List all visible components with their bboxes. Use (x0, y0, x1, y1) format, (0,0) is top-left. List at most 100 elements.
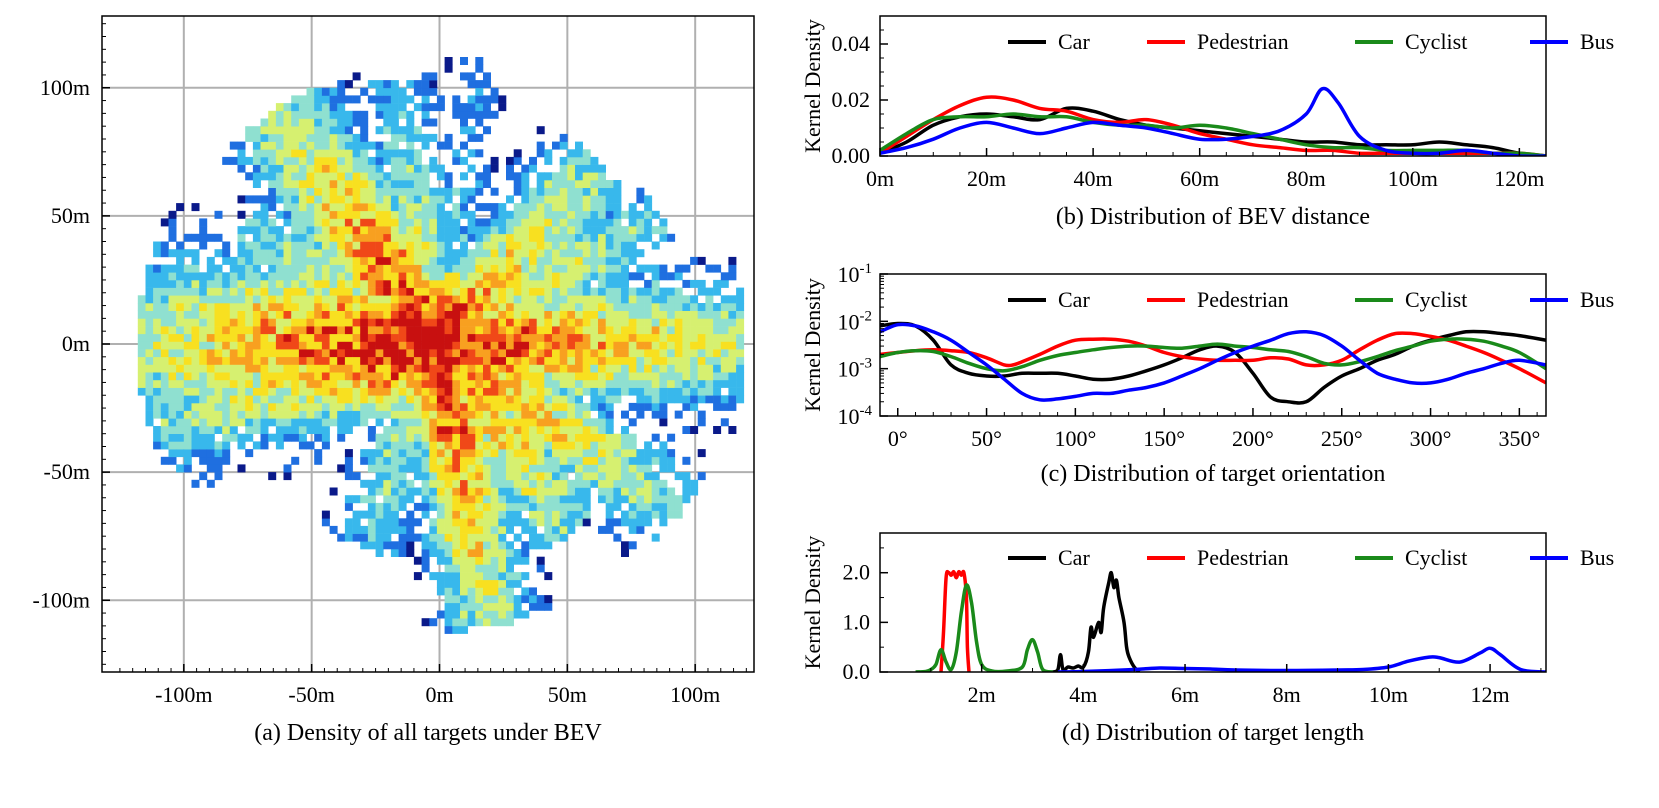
bev-density-cell (429, 402, 438, 411)
bev-density-cell (191, 203, 200, 212)
bev-density-cell (467, 72, 476, 81)
bev-density-cell (329, 310, 338, 319)
bev-density-cell (444, 379, 453, 388)
bev-density-cell (590, 172, 599, 181)
bev-density-cell (559, 172, 568, 181)
bev-density-cell (513, 426, 522, 434)
bev-density-cell (483, 564, 491, 573)
b-legend-pedestrian-label: Pedestrian (1197, 29, 1289, 54)
bev-density-cell (521, 426, 530, 434)
c-x-tick-label: 250° (1321, 426, 1363, 451)
bev-density-cell (183, 349, 192, 358)
bev-density-cell (674, 379, 683, 388)
bev-density-cell (720, 318, 729, 327)
bev-density-cell (490, 341, 499, 350)
bev-density-cell (444, 433, 453, 442)
bev-density-cell (513, 502, 522, 511)
bev-density-cell (268, 110, 277, 119)
bev-density-cell (421, 203, 430, 212)
bev-density-cell (306, 241, 315, 250)
bev-density-cell (314, 395, 323, 404)
bev-density-cell (168, 379, 177, 388)
bev-density-cell (229, 256, 238, 265)
bev-density-cell (153, 364, 162, 373)
bev-density-cell (444, 180, 453, 188)
bev-density-cell (337, 287, 346, 296)
bev-density-cell (183, 449, 192, 458)
bev-density-cell (283, 141, 292, 150)
bev-density-cell (398, 541, 407, 550)
bev-density-cell (283, 402, 292, 411)
bev-density-cell (421, 287, 430, 296)
bev-density-cell (160, 303, 169, 311)
bev-density-cell (137, 341, 146, 350)
bev-density-cell (229, 326, 238, 335)
bev-density-cell (567, 226, 576, 235)
bev-density-cell (153, 287, 162, 296)
bev-density-cell (444, 618, 453, 627)
bev-density-cell (191, 310, 200, 319)
bev-density-cell (398, 533, 407, 542)
bev-density-cell (536, 264, 545, 273)
bev-density-cell (475, 256, 484, 265)
bev-density-cell (598, 333, 606, 342)
bev-density-cell (644, 333, 653, 342)
bev-density-cell (521, 372, 530, 381)
bev-density-cell (452, 333, 461, 342)
bev-density-cell (651, 456, 660, 465)
bev-density-cell (245, 349, 254, 358)
bev-density-cell (552, 249, 560, 258)
bev-density-cell (137, 349, 146, 358)
bev-density-cell (651, 226, 660, 235)
bev-density-cell (406, 364, 415, 373)
bev-density-cell (444, 287, 453, 296)
bev-density-cell (436, 141, 445, 150)
bev-density-cell (713, 387, 722, 396)
bev-density-cell (413, 103, 422, 112)
bev-density-cell (567, 172, 576, 181)
bev-density-cell (536, 595, 545, 604)
bev-density-cell (436, 210, 445, 219)
bev-density-cell (483, 449, 491, 458)
bev-density-cell (275, 156, 284, 165)
d-x-tick-label: 12m (1471, 682, 1510, 707)
bev-y-tick-label: -50m (44, 459, 90, 484)
bev-density-cell (506, 341, 514, 350)
bev-density-cell (367, 510, 376, 519)
bev-density-cell (352, 410, 361, 419)
bev-density-cell (521, 164, 530, 173)
bev-density-cell (245, 241, 254, 250)
c-y-tick-label: 10-2 (838, 308, 873, 334)
bev-density-cell (153, 333, 162, 342)
bev-density-cell (383, 533, 392, 542)
bev-density-cell (283, 295, 292, 304)
bev-density-cell (682, 279, 691, 288)
bev-density-cell (513, 456, 522, 465)
bev-density-cell (506, 602, 514, 611)
bev-density-cell (268, 226, 277, 235)
bev-density-cell (168, 264, 177, 273)
bev-density-cell (567, 364, 576, 373)
bev-density-cell (383, 249, 392, 258)
bev-density-cell (367, 303, 376, 311)
bev-density-cell (268, 395, 277, 404)
bev-density-cell (436, 410, 445, 419)
bev-density-cell (490, 587, 499, 596)
bev-density-cell (206, 395, 215, 404)
bev-density-cell (275, 418, 284, 427)
bev-density-cell (436, 487, 445, 496)
bev-density-cell (644, 226, 653, 235)
bev-density-cell (153, 387, 162, 396)
bev-density-cell (667, 433, 676, 442)
bev-density-cell (690, 326, 699, 335)
bev-density-cell (536, 533, 545, 542)
bev-density-cell (690, 349, 699, 358)
bev-density-cell (736, 387, 745, 396)
bev-density-cell (421, 226, 430, 235)
bev-density-cell (260, 341, 269, 350)
bev-density-cell (582, 349, 591, 358)
bev-density-cell (483, 464, 491, 473)
bev-density-cell (475, 149, 484, 158)
bev-density-cell (199, 279, 208, 288)
bev-density-cell (398, 402, 407, 411)
